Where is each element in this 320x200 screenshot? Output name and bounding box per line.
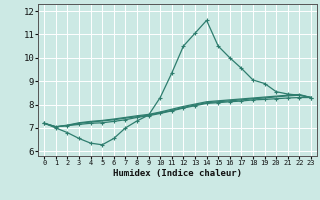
X-axis label: Humidex (Indice chaleur): Humidex (Indice chaleur) — [113, 169, 242, 178]
